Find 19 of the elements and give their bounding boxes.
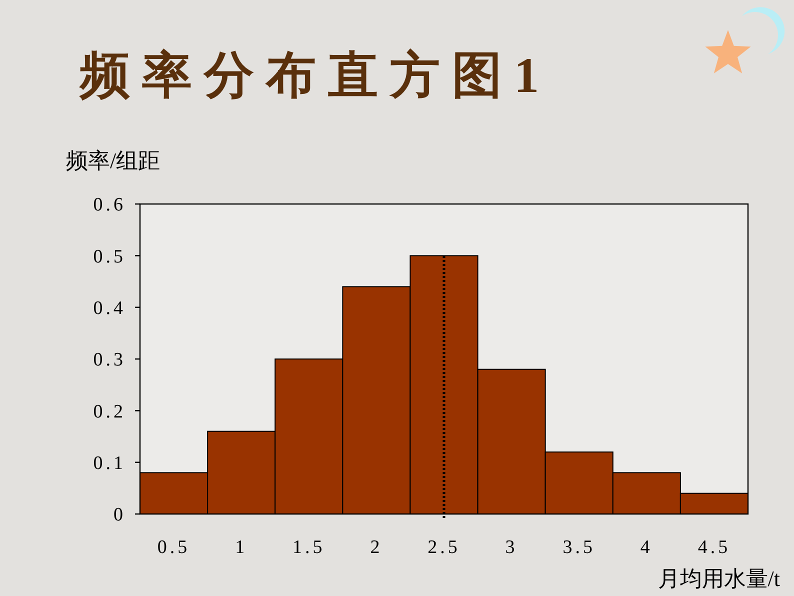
x-tick-label: 2 bbox=[370, 537, 383, 558]
x-tick-label: 1.5 bbox=[292, 537, 326, 558]
chart-title: 频率分布直方图1 bbox=[79, 47, 551, 103]
y-tick-label: 0.6 bbox=[93, 194, 126, 216]
x-tick-label: 2.5 bbox=[428, 537, 460, 558]
x-tick-label: 0.5 bbox=[157, 537, 190, 558]
x-tick-label: 1 bbox=[235, 537, 248, 558]
y-tick-label: 0.2 bbox=[93, 401, 126, 422]
y-tick-label: 0.3 bbox=[93, 350, 126, 371]
y-tick-label: 0.5 bbox=[93, 246, 126, 268]
y-tick-label: 0.1 bbox=[93, 452, 126, 474]
x-tick-label: 4 bbox=[640, 537, 653, 558]
y-tick-label: 0 bbox=[114, 504, 126, 526]
y-tick-label: 0.4 bbox=[93, 298, 126, 319]
x-axis-title: 月均用水量/t bbox=[658, 566, 780, 591]
x-tick-label: 4.5 bbox=[698, 537, 731, 558]
x-tick-label: 3.5 bbox=[562, 537, 596, 558]
x-tick-label: 3 bbox=[505, 537, 518, 558]
y-axis-title: 频率/组距 bbox=[66, 148, 160, 173]
